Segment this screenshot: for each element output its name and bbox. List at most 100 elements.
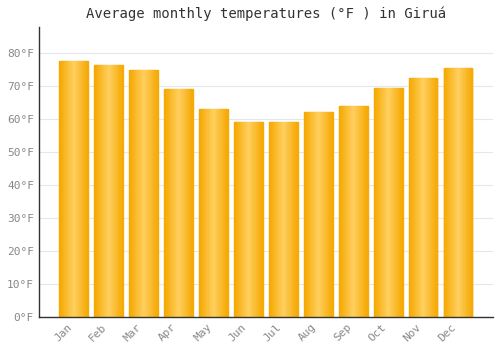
Bar <box>462 68 463 317</box>
Bar <box>224 109 225 317</box>
Bar <box>132 70 133 317</box>
Bar <box>191 89 192 317</box>
Bar <box>382 88 383 317</box>
Bar <box>461 68 462 317</box>
Bar <box>153 70 154 317</box>
Bar <box>341 106 342 317</box>
Bar <box>104 65 105 317</box>
Bar <box>391 88 392 317</box>
Bar <box>452 68 453 317</box>
Bar <box>245 122 246 317</box>
Bar <box>177 89 178 317</box>
Bar <box>138 70 140 317</box>
Bar <box>309 112 310 317</box>
Bar <box>200 109 202 317</box>
Bar <box>74 61 75 317</box>
Bar <box>307 112 308 317</box>
Bar <box>131 70 132 317</box>
Bar <box>354 106 356 317</box>
Bar <box>465 68 466 317</box>
Bar <box>294 122 295 317</box>
Bar <box>130 70 131 317</box>
Bar <box>94 65 95 317</box>
Bar <box>136 70 137 317</box>
Bar <box>311 112 312 317</box>
Bar <box>113 65 114 317</box>
Bar <box>328 112 329 317</box>
Bar <box>257 122 258 317</box>
Bar <box>218 109 220 317</box>
Bar <box>320 112 321 317</box>
Bar <box>227 109 228 317</box>
Bar <box>133 70 134 317</box>
Bar <box>249 122 250 317</box>
Bar <box>446 68 448 317</box>
Bar <box>180 89 182 317</box>
Bar <box>250 122 252 317</box>
Bar <box>134 70 135 317</box>
Bar <box>409 78 438 317</box>
Bar <box>310 112 311 317</box>
Bar <box>454 68 455 317</box>
Bar <box>346 106 347 317</box>
Bar <box>68 61 69 317</box>
Bar <box>279 122 280 317</box>
Bar <box>321 112 322 317</box>
Bar <box>437 78 438 317</box>
Bar <box>248 122 249 317</box>
Bar <box>397 88 398 317</box>
Bar <box>98 65 100 317</box>
Bar <box>445 68 446 317</box>
Bar <box>108 65 110 317</box>
Bar <box>326 112 327 317</box>
Bar <box>110 65 111 317</box>
Bar <box>358 106 359 317</box>
Bar <box>190 89 191 317</box>
Bar <box>318 112 319 317</box>
Bar <box>383 88 384 317</box>
Bar <box>429 78 430 317</box>
Bar <box>254 122 255 317</box>
Bar <box>312 112 314 317</box>
Bar <box>115 65 116 317</box>
Bar <box>416 78 418 317</box>
Bar <box>325 112 326 317</box>
Bar <box>242 122 244 317</box>
Bar <box>187 89 188 317</box>
Bar <box>121 65 122 317</box>
Bar <box>84 61 85 317</box>
Bar <box>141 70 142 317</box>
Bar <box>202 109 203 317</box>
Bar <box>168 89 170 317</box>
Bar <box>64 61 65 317</box>
Bar <box>105 65 106 317</box>
Bar <box>173 89 174 317</box>
Bar <box>285 122 286 317</box>
Bar <box>208 109 209 317</box>
Bar <box>453 68 454 317</box>
Bar <box>377 88 378 317</box>
Bar <box>428 78 429 317</box>
Bar <box>256 122 257 317</box>
Bar <box>192 89 193 317</box>
Bar <box>272 122 274 317</box>
Bar <box>378 88 379 317</box>
Bar <box>213 109 214 317</box>
Bar <box>164 89 165 317</box>
Bar <box>244 122 245 317</box>
Bar <box>459 68 460 317</box>
Bar <box>470 68 471 317</box>
Bar <box>60 61 88 317</box>
Bar <box>381 88 382 317</box>
Bar <box>170 89 172 317</box>
Bar <box>205 109 206 317</box>
Bar <box>112 65 113 317</box>
Bar <box>339 106 368 317</box>
Bar <box>315 112 316 317</box>
Bar <box>164 89 193 317</box>
Bar <box>342 106 343 317</box>
Bar <box>349 106 350 317</box>
Bar <box>414 78 416 317</box>
Bar <box>343 106 344 317</box>
Bar <box>86 61 88 317</box>
